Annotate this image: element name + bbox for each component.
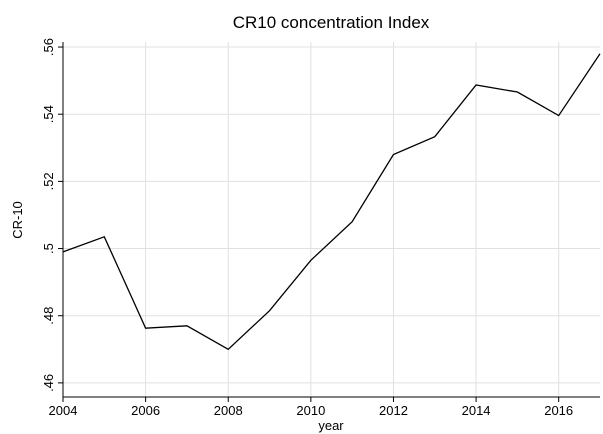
x-axis-label: year [318,418,344,433]
x-tick-label: 2004 [49,403,78,418]
y-tick-label: .48 [41,307,56,325]
y-tick-label: .54 [41,105,56,123]
x-tick-label: 2014 [462,403,491,418]
chart-title: CR10 concentration Index [233,13,430,32]
x-tick-label: 2008 [214,403,243,418]
y-tick-label: .5 [41,243,56,254]
x-tick-label: 2010 [296,403,325,418]
x-tick-label: 2012 [379,403,408,418]
y-tick-label: .46 [41,374,56,392]
y-axis-label: CR-10 [10,201,25,239]
y-tick-label: .52 [41,172,56,190]
line-series [62,53,601,351]
x-tick-label: 2006 [131,403,160,418]
x-tick-label: 2016 [544,403,573,418]
y-tick-label: .56 [41,38,56,56]
